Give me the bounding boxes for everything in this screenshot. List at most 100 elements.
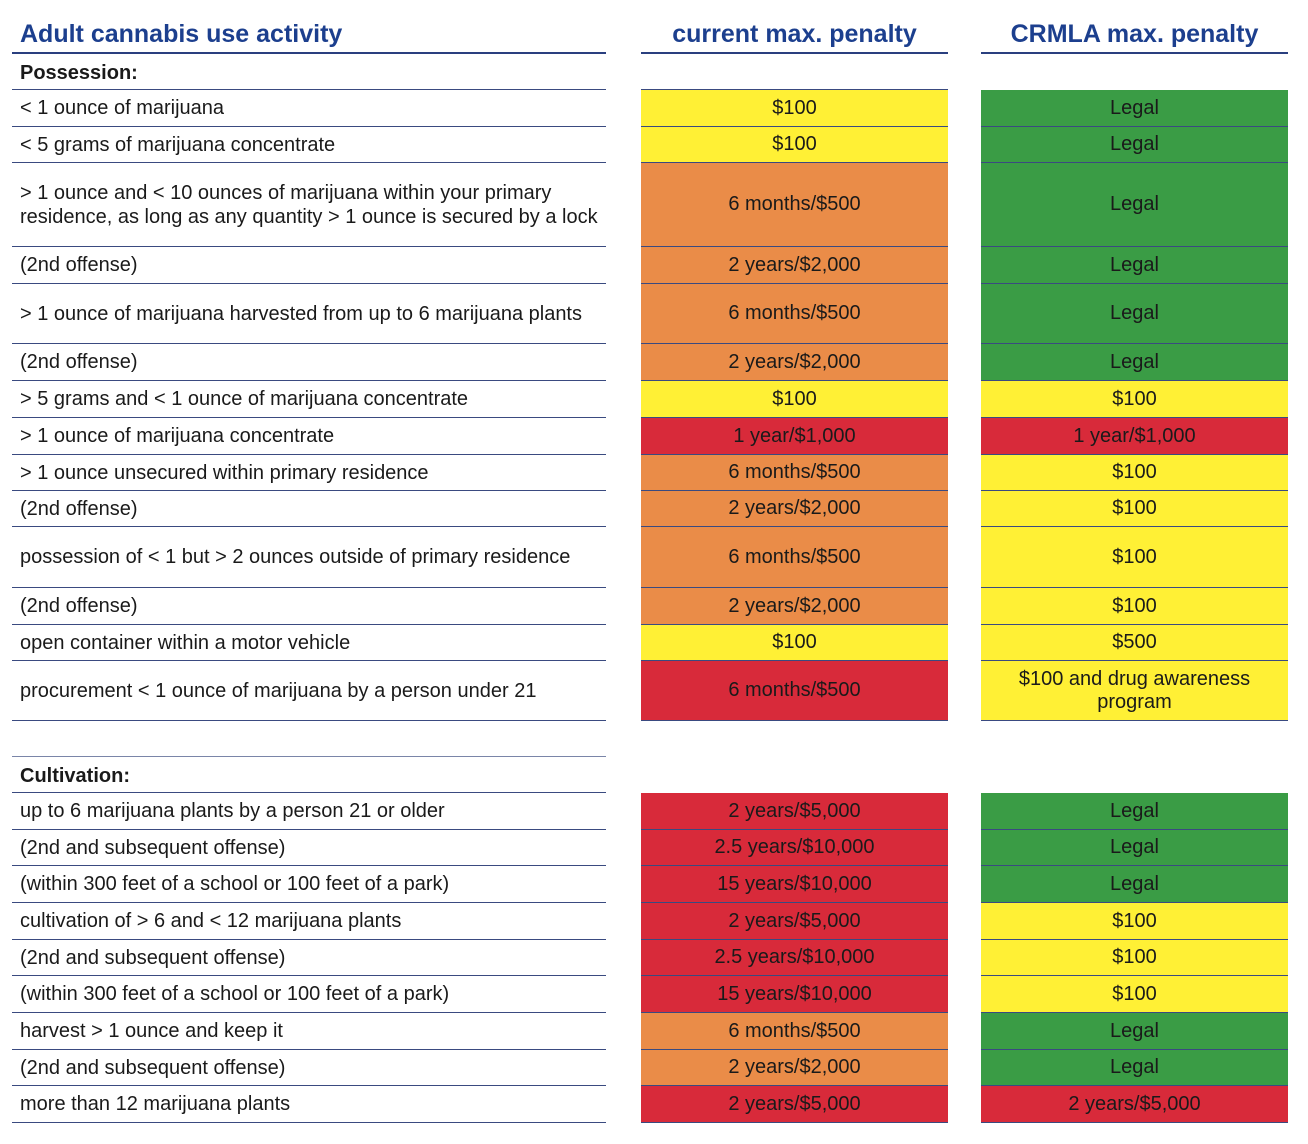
possession-current-penalty-cell: 6 months/$500	[641, 661, 948, 720]
possession-crmla-divider	[981, 660, 1288, 661]
possession-current-divider	[641, 490, 948, 491]
possession-row-divider	[12, 126, 606, 127]
cultivation-current-divider	[641, 1085, 948, 1086]
cultivation-current-penalty-cell: 2 years/$5,000	[641, 793, 948, 829]
possession-row-divider	[12, 162, 606, 163]
cultivation-crmla-divider	[981, 1012, 1288, 1013]
possession-row-label: (2nd offense)	[20, 254, 138, 276]
possession-row-divider	[12, 283, 606, 284]
possession-crmla-divider	[981, 162, 1288, 163]
possession-crmla-penalty-cell: $500	[981, 625, 1288, 660]
cultivation-row-label: (within 300 feet of a school or 100 feet…	[20, 983, 450, 1005]
possession-row-divider	[12, 587, 606, 588]
cultivation-row-divider	[12, 1012, 606, 1013]
cultivation-crmla-penalty-cell: Legal	[981, 1013, 1288, 1049]
possession-row-divider	[12, 246, 606, 247]
cultivation-crmla-penalty-cell: $100	[981, 976, 1288, 1012]
cultivation-crmla-divider	[981, 1122, 1288, 1123]
possession-current-penalty-cell: 2 years/$2,000	[641, 344, 948, 380]
possession-crmla-divider	[981, 417, 1288, 418]
cultivation-row-label: (2nd and subsequent offense)	[20, 836, 286, 859]
cultivation-current-divider	[641, 1049, 948, 1050]
possession-current-penalty-cell: $100	[641, 127, 948, 162]
cultivation-crmla-penalty-cell: $100	[981, 903, 1288, 939]
possession-crmla-penalty-cell: $100	[981, 491, 1288, 526]
cultivation-crmla-divider	[981, 829, 1288, 830]
cultivation-current-divider	[641, 975, 948, 976]
possession-crmla-penalty-cell: Legal	[981, 247, 1288, 283]
cultivation-title-rule	[12, 792, 606, 793]
cultivation-row-label: harvest > 1 ounce and keep it	[20, 1020, 283, 1042]
cultivation-current-penalty-cell: 2.5 years/$10,000	[641, 830, 948, 865]
possession-crmla-penalty-cell: $100	[981, 381, 1288, 417]
cultivation-row-label: (2nd and subsequent offense)	[20, 946, 286, 969]
possession-row-label: procurement < 1 ounce of marijuana by a …	[20, 679, 537, 702]
possession-current-divider	[641, 162, 948, 163]
cultivation-current-penalty-cell: 6 months/$500	[641, 1013, 948, 1049]
possession-row-label: > 5 grams and < 1 ounce of marijuana con…	[20, 388, 469, 410]
crmla-penalty-column-header: CRMLA max. penalty	[1010, 20, 1259, 48]
cultivation-crmla-penalty-cell: 2 years/$5,000	[981, 1086, 1288, 1122]
possession-current-penalty-cell: $100	[641, 381, 948, 417]
cultivation-row-label: up to 6 marijuana plants by a person 21 …	[20, 800, 445, 822]
cultivation-crmla-divider	[981, 902, 1288, 903]
possession-crmla-penalty-cell: $100	[981, 455, 1288, 490]
possession-current-penalty-cell: 6 months/$500	[641, 455, 948, 490]
possession-row-divider	[12, 490, 606, 491]
possession-crmla-divider	[981, 624, 1288, 625]
cultivation-crmla-penalty-cell: Legal	[981, 866, 1288, 902]
header-rule-activity	[12, 52, 606, 54]
cultivation-row-label: more than 12 marijuana plants	[20, 1093, 291, 1115]
cultivation-row-divider	[12, 939, 606, 940]
cultivation-current-divider	[641, 1012, 948, 1013]
cultivation-current-penalty-cell: 2 years/$2,000	[641, 1050, 948, 1085]
possession-crmla-divider	[981, 490, 1288, 491]
cultivation-current-penalty-cell: 2.5 years/$10,000	[641, 940, 948, 975]
cultivation-current-penalty-cell: 2 years/$5,000	[641, 903, 948, 939]
possession-crmla-divider	[981, 720, 1288, 721]
possession-current-penalty-cell: 2 years/$2,000	[641, 491, 948, 526]
cultivation-crmla-divider	[981, 975, 1288, 976]
possession-section-title: Possession:	[20, 62, 138, 84]
cultivation-crmla-penalty-cell: Legal	[981, 830, 1288, 865]
possession-row-divider	[12, 526, 606, 527]
possession-row-divider	[12, 380, 606, 381]
possession-crmla-divider	[981, 526, 1288, 527]
cultivation-top-rule	[12, 756, 606, 757]
possession-current-divider	[641, 526, 948, 527]
cultivation-crmla-penalty-cell: Legal	[981, 793, 1288, 829]
possession-current-penalty-cell: $100	[641, 90, 948, 126]
possession-current-divider	[641, 720, 948, 721]
header-rule-current	[641, 52, 948, 54]
cultivation-row-label: (2nd and subsequent offense)	[20, 1056, 286, 1079]
cultivation-crmla-divider	[981, 1049, 1288, 1050]
possession-current-divider	[641, 454, 948, 455]
possession-crmla-penalty-cell: Legal	[981, 127, 1288, 162]
possession-row-divider	[12, 624, 606, 625]
cultivation-section-title: Cultivation:	[20, 765, 130, 787]
possession-crmla-divider	[981, 246, 1288, 247]
possession-row-label: > 1 ounce and < 10 ounces of marijuana w…	[20, 181, 598, 228]
possession-crmla-penalty-cell: Legal	[981, 163, 1288, 246]
possession-row-divider	[12, 660, 606, 661]
cultivation-crmla-penalty-cell: Legal	[981, 1050, 1288, 1085]
cultivation-crmla-divider	[981, 1085, 1288, 1086]
cultivation-row-divider	[12, 902, 606, 903]
possession-title-rule	[12, 89, 606, 90]
possession-row-label: possession of < 1 but > 2 ounces outside…	[20, 546, 571, 568]
cultivation-current-divider	[641, 902, 948, 903]
cultivation-row-divider	[12, 1049, 606, 1050]
possession-row-divider	[12, 720, 606, 721]
possession-row-label: > 1 ounce of marijuana harvested from up…	[20, 302, 582, 325]
possession-current-divider	[641, 380, 948, 381]
cultivation-row-label: (within 300 feet of a school or 100 feet…	[20, 873, 450, 895]
cultivation-crmla-divider	[981, 939, 1288, 940]
possession-current-divider	[641, 343, 948, 344]
cultivation-row-divider	[12, 1085, 606, 1086]
possession-crmla-penalty-cell: Legal	[981, 344, 1288, 380]
possession-current-divider	[641, 587, 948, 588]
possession-current-penalty-cell: 2 years/$2,000	[641, 247, 948, 283]
possession-current-penalty-cell: 6 months/$500	[641, 163, 948, 246]
possession-current-penalty-cell: 2 years/$2,000	[641, 588, 948, 624]
possession-crmla-divider	[981, 126, 1288, 127]
